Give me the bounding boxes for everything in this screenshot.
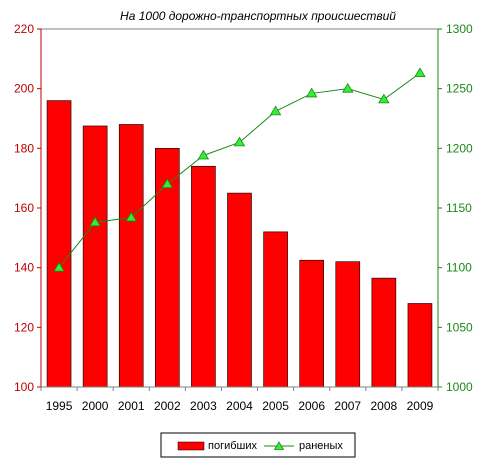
x-tick-label: 2008 [371, 399, 398, 413]
x-tick-label: 2001 [118, 399, 145, 413]
bar-2002 [155, 148, 180, 388]
x-tick-label: 1995 [46, 399, 73, 413]
bar-2009 [407, 303, 433, 388]
marker-injured-2003 [197, 149, 210, 160]
right-tick-label: 1200 [446, 141, 473, 155]
bar-2005 [263, 231, 288, 388]
right-tick-label: 1050 [446, 320, 473, 334]
left-tick-label: 100 [14, 380, 34, 394]
left-tick-label: 120 [14, 320, 34, 334]
bar-2008 [371, 277, 397, 388]
bar-2006 [299, 259, 324, 388]
bar-2003 [191, 165, 216, 388]
bar-2004 [227, 192, 252, 388]
bar-2001 [118, 124, 144, 388]
right-tick-label: 1100 [446, 261, 472, 275]
x-tick-label: 2005 [262, 399, 289, 413]
right-tick-label: 1150 [446, 201, 472, 215]
legend-label-injured: раненых [299, 440, 343, 452]
right-tick-label: 1250 [446, 82, 473, 96]
legend-label-deaths: погибших [208, 440, 258, 452]
right-tick-label: 1000 [446, 380, 473, 394]
left-tick-label: 180 [14, 141, 34, 155]
right-tick-label: 1300 [446, 22, 473, 36]
bar-2007 [335, 261, 361, 388]
marker-injured-1995 [53, 261, 65, 272]
bar-1995 [46, 100, 72, 388]
x-tick-label: 2009 [407, 399, 434, 413]
marker-injured-2005 [269, 105, 282, 116]
marker-injured-2000 [89, 216, 101, 227]
legend-swatch-deaths [177, 441, 205, 451]
left-tick-label: 160 [14, 201, 34, 215]
marker-injured-2009 [414, 67, 426, 78]
left-tick-label: 140 [14, 261, 34, 275]
chart-title: На 1000 дорожно-транспортных происшестви… [120, 9, 396, 23]
x-tick-label: 2002 [154, 399, 181, 413]
left-tick-label: 220 [14, 22, 34, 36]
marker-injured-2008 [378, 93, 390, 104]
x-tick-label: 2007 [334, 399, 361, 413]
x-tick-label: 2000 [82, 399, 109, 413]
bar-2000 [82, 125, 108, 388]
legend-marker-injured [273, 441, 285, 450]
marker-injured-2007 [342, 82, 354, 93]
x-tick-label: 2004 [226, 399, 253, 413]
marker-injured-2002 [161, 178, 174, 189]
left-tick-label: 200 [14, 82, 34, 96]
marker-injured-2006 [305, 87, 318, 98]
legend: погибших раненых [160, 432, 356, 458]
x-tick-label: 2003 [190, 399, 217, 413]
marker-injured-2001 [125, 211, 137, 222]
marker-injured-2004 [233, 136, 246, 147]
x-tick-label: 2006 [298, 399, 325, 413]
